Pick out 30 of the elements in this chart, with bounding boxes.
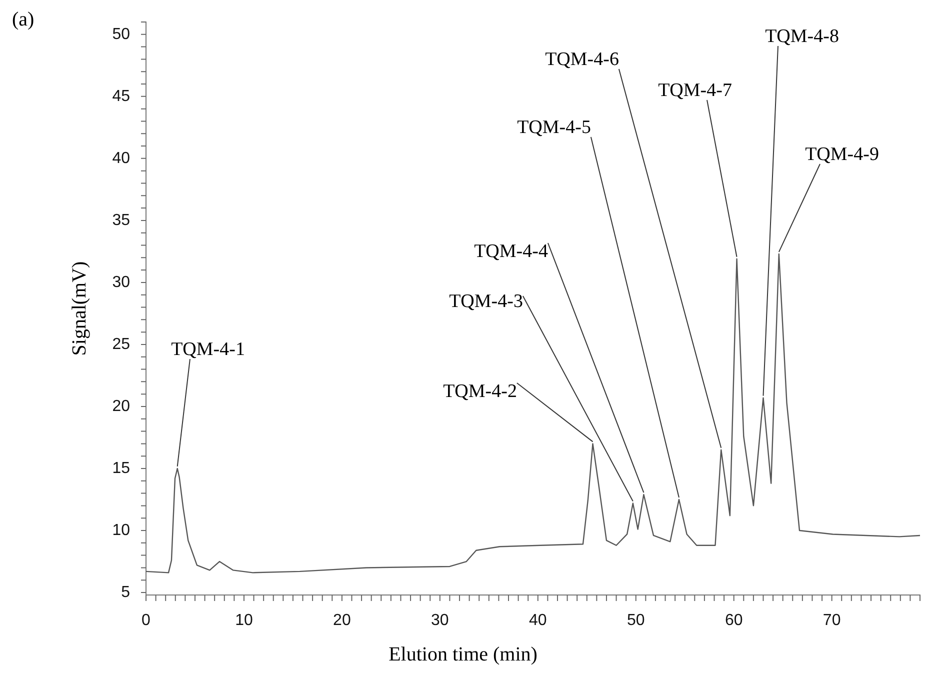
y-tick-label: 10 [112, 522, 130, 539]
annotation: TQM-4-5 [517, 116, 591, 138]
annotation: TQM-4-6 [545, 48, 619, 70]
x-axis-title: Elution time (min) [388, 643, 538, 666]
x-tick-label: 20 [333, 612, 351, 630]
y-tick-label: 50 [112, 26, 130, 43]
annotation: TQM-4-9 [805, 144, 879, 165]
y-tick-label: 5 [121, 584, 130, 601]
y-tick-label: 15 [112, 460, 130, 477]
y-axis-title: Signal(mV) [68, 261, 90, 356]
x-tick-label: 10 [235, 612, 253, 630]
x-tick-label: 0 [142, 612, 151, 630]
annotation: TQM-4-3 [449, 290, 523, 312]
annotation: TQM-4-8 [765, 26, 839, 47]
annotation: TQM-4-1 [171, 338, 245, 360]
y-tick-label: 40 [112, 150, 130, 167]
annotation: TQM-4-7 [658, 80, 732, 101]
y-tick-label: 25 [112, 336, 130, 353]
x-tick-label: 40 [529, 612, 547, 630]
y-tick-label: 20 [112, 398, 130, 415]
text: (a) [12, 8, 34, 30]
annotation: TQM-4-4 [474, 240, 548, 262]
annotation: TQM-4-2 [443, 380, 517, 402]
y-tick-label: 30 [112, 274, 130, 291]
y-tick-label: 45 [112, 88, 130, 105]
y-tick-label: 35 [112, 212, 130, 229]
x-tick-label: 70 [822, 612, 841, 630]
x-tick-label: 50 [626, 612, 645, 630]
x-tick-label: 30 [431, 612, 449, 630]
x-tick-label: 60 [724, 612, 743, 630]
